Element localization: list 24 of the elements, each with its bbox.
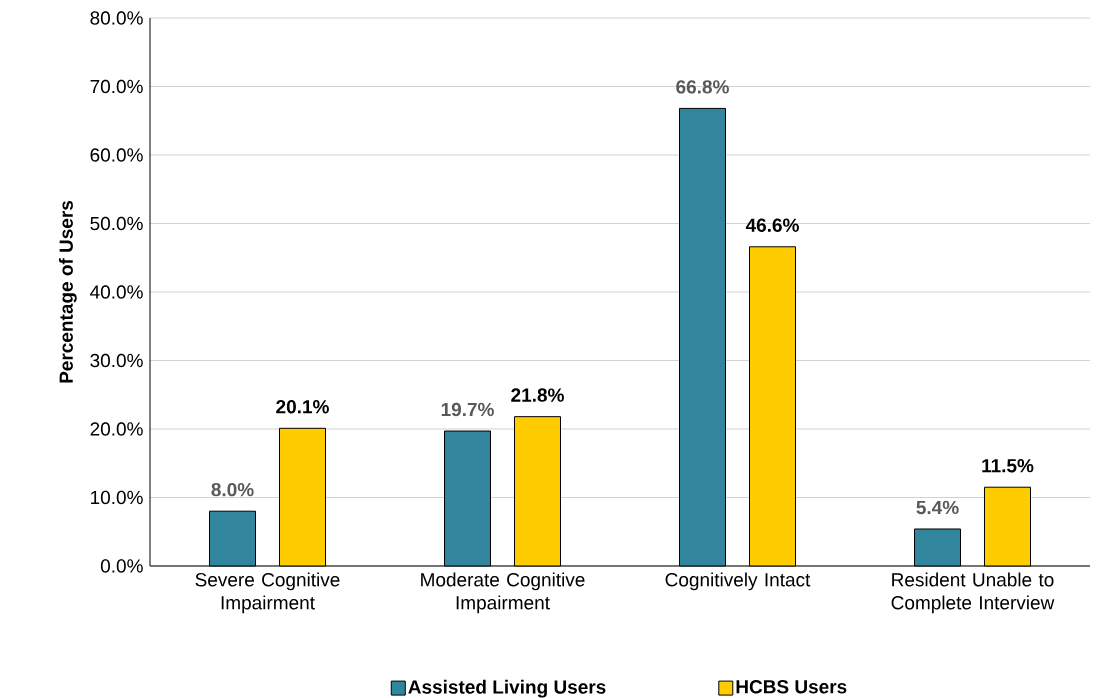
- data-label: 19.7%: [441, 402, 494, 417]
- x-tick-label: Moderate Cognitive Impairment: [421, 572, 585, 614]
- y-tick-label: 80.0%: [90, 11, 143, 25]
- y-tick-label: 0.0%: [100, 559, 143, 573]
- y-tick-label: 40.0%: [90, 285, 143, 299]
- y-tick-label: 30.0%: [90, 353, 143, 368]
- data-label: 8.0%: [211, 482, 254, 497]
- x-tick-label: Cognitively Intact: [665, 572, 811, 591]
- y-tick-label: 50.0%: [90, 216, 143, 231]
- x-tick-label: Severe Cognitive Impairment: [195, 572, 340, 614]
- data-label: 20.1%: [276, 400, 329, 414]
- data-label: 66.8%: [676, 80, 729, 94]
- y-tick-label: 60.0%: [90, 148, 143, 162]
- data-label: 11.5%: [982, 458, 1034, 473]
- legend-label: Assisted Living Users: [408, 679, 606, 698]
- x-tick-label: Resident Unable to Complete Interview: [891, 572, 1055, 614]
- data-label: 21.8%: [511, 388, 564, 402]
- y-axis-title: Percentage of Users: [58, 200, 77, 383]
- y-tick-label: 20.0%: [90, 422, 143, 436]
- data-label: 5.4%: [916, 500, 959, 515]
- data-label: 46.6%: [745, 218, 799, 232]
- y-tick-label: 70.0%: [90, 79, 143, 94]
- legend-label: HCBS Users: [736, 680, 847, 694]
- y-tick-label: 10.0%: [91, 490, 143, 505]
